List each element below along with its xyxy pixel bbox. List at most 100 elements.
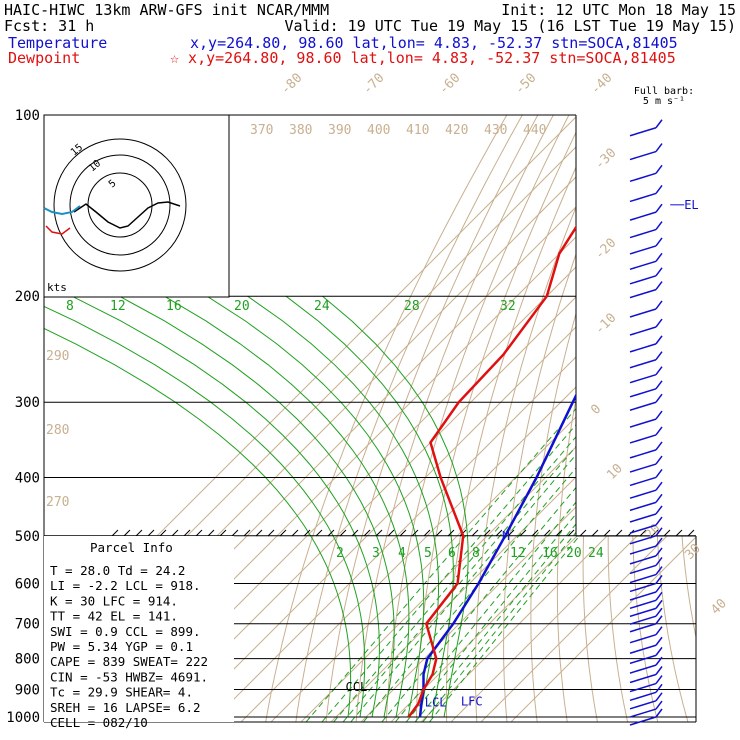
theta-label: 280 [46,423,69,438]
wind-barb-flag [655,351,663,361]
mixing-ratio-line [422,295,696,722]
wind-barb-flag [655,556,663,566]
wind-barb [629,535,657,545]
wind-barb [629,644,657,654]
hatch-mark [411,529,419,537]
hatch-mark [543,529,551,537]
wind-barb [629,564,657,575]
hatch-mark [147,529,155,537]
wind-barb-flag [655,267,663,277]
mixing-ratio-line [299,295,675,722]
wind-barb-flag [655,252,663,262]
mixing-ratio-label: 2 [336,546,344,561]
mixing-ratio-label: 12 [510,546,526,561]
hodograph-storm-motion [45,225,71,235]
level-label-lfc: LFC [461,694,483,708]
dry-adiabat-line [415,115,599,722]
mixing-ratio-line [416,295,696,722]
temperature-location: x,y=264.80, 98.60 lat,lon= 4.83, -52.37 … [190,34,678,52]
wind-barb [629,401,657,411]
pressure-tick-label: 100 [15,108,40,124]
wind-barb [629,476,657,487]
wind-barb-flag [655,547,663,557]
mixing-ratio-line [315,295,688,722]
wind-barb-flag [655,583,663,593]
hatch-mark [171,529,179,537]
hatch-mark [399,529,407,537]
wind-barb-flag [655,380,663,390]
level-label-ccl: CCL [346,680,368,694]
hatch-mark [195,529,203,537]
hatch-mark [663,529,671,537]
isotherm-label: 30 [682,541,704,563]
hatch-mark [255,529,263,537]
wind-barb-flag [655,675,663,685]
hatch-mark [279,529,287,537]
parcel-info-box: Parcel Info T = 28.0 Td = 24.2LI = -2.2 … [44,536,234,730]
theta-e-label: 420 [445,123,468,138]
barb-legend-line2: 5 m s⁻¹ [643,96,685,107]
hatch-mark [615,529,623,537]
valid-time: Valid: 19 UTC Tue 19 May 15 (16 LST Tue … [284,17,736,35]
isotherm-line [232,115,696,722]
isotherm-line [502,115,696,722]
hodograph-ring-10 [69,154,171,256]
isotherm-label: -10 [592,311,619,338]
hodograph-ring-15 [53,138,187,272]
ring-label-5: 5 [107,178,119,190]
wind-barb-flag [655,455,663,465]
parcel-info-title: Parcel Info [90,540,173,555]
parcel-info-row: PW = 5.34 YGP = 0.1 [50,639,193,654]
wind-barb-flag [655,237,663,247]
init-time: Init: 12 UTC Mon 18 May 15 [501,1,736,19]
isotherm-line [352,115,696,722]
wind-barb [629,673,657,684]
wind-barbs [629,119,663,726]
hatch-mark [363,529,371,537]
hodograph-low-trace [43,205,81,216]
theta-e-label: 400 [367,123,390,138]
wind-barb-flag [655,366,663,376]
hatch-mark [687,529,695,537]
wind-barb [629,260,657,271]
hatch-mark [219,529,227,537]
isotherm-label: -60 [436,71,463,98]
parcel-info-row: K = 30 LFC = 914. [50,593,178,608]
wind-barb [629,192,657,203]
wind-barb [629,228,657,239]
mixing-ratio-label: 16 [542,546,558,561]
dry-adiabat-line [678,115,696,722]
pressure-tick-label: 1000 [6,710,40,726]
mixing-ratio-label: 12 [110,299,126,314]
wind-barb [629,654,657,665]
parcel-info-row: CAPE = 839 SWEAT= 222 [50,654,208,669]
isotherm-label: -80 [278,71,305,98]
isotherm-line [472,115,696,722]
pressure-tick-label: 700 [15,617,40,633]
wind-barb-flag [655,481,663,491]
dry-adiabat-line [530,115,659,722]
wind-barb [629,127,657,137]
pressure-tick-label: 500 [15,529,40,545]
mixing-ratio-line [399,295,696,722]
hodograph: 5 10 15 kts [43,114,230,298]
isotherm-label: -30 [592,146,619,173]
wind-barb [629,172,657,183]
wind-barb-flag [655,700,663,710]
parcel-info-row: LI = -2.2 LCL = 918. [50,578,201,593]
mixing-ratio-label: 6 [448,546,456,561]
isotherm-line [412,115,696,722]
pressure-tick-label: 800 [15,652,40,668]
wind-barb-flag [655,692,663,702]
mixing-ratio-label: 28 [404,299,420,314]
hatch-mark [483,529,491,537]
hatch-mark [591,529,599,537]
level-label-el: EL [684,198,698,212]
wind-barb-flag [655,537,663,547]
barb-legend-line1: Full barb: [634,86,694,97]
hatch-mark [339,529,347,537]
hatch-mark [159,529,167,537]
temperature-profile [418,115,696,718]
dry-adiabat-line [263,115,524,722]
wind-barb-flag [655,566,663,576]
